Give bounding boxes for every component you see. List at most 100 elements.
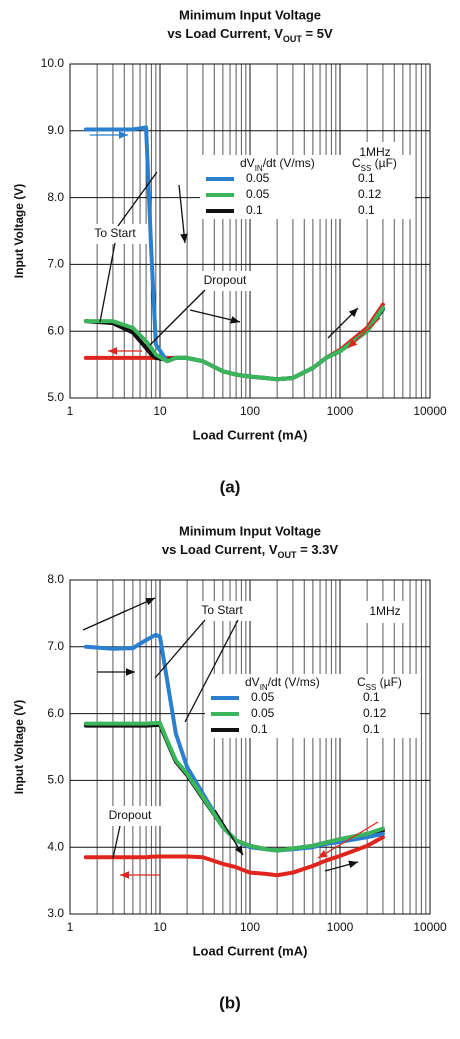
pointer xyxy=(149,289,206,346)
legend-header: dVIN/dt (V/ms) xyxy=(240,156,315,172)
chart-subtitle-part: = 3.3V xyxy=(297,542,339,557)
chart-subtitle-part: vs Load Current, V xyxy=(162,542,278,557)
chart-subtitle-part: = 5V xyxy=(302,26,333,41)
arrow xyxy=(82,597,156,631)
chart: Minimum Input Voltage vs Load Current, VO… xyxy=(12,7,447,496)
y-tick-label: 7.0 xyxy=(47,639,64,653)
legend-label: 0.1 xyxy=(363,722,380,736)
arrow xyxy=(189,309,241,324)
annotation: To Start xyxy=(201,603,243,617)
pointer xyxy=(112,825,121,859)
y-axis-label: Input Voltage (V) xyxy=(12,184,26,278)
legend-header: dVIN/dt (V/ms) xyxy=(245,675,320,691)
legend-label: 0.12 xyxy=(363,706,387,720)
legend-header-part: (µF) xyxy=(376,675,402,689)
pointer xyxy=(184,619,239,723)
y-tick-label: 4.0 xyxy=(47,839,64,853)
arrow xyxy=(214,809,244,856)
legend-header-part: dV xyxy=(245,675,260,689)
annotation-box xyxy=(83,224,147,244)
y-tick-label: 5.0 xyxy=(47,390,64,404)
annotation-box xyxy=(361,601,409,623)
legend-header-part: /dt (V/ms) xyxy=(263,156,315,170)
legend-label: 0.1 xyxy=(358,203,375,217)
x-tick-label: 100 xyxy=(240,404,260,418)
x-tick-label: 10 xyxy=(153,920,167,934)
chart-subtitle-part: vs Load Current, V xyxy=(167,26,283,41)
chart-subtitle-part: OUT xyxy=(283,34,303,44)
plot-frame xyxy=(69,579,431,915)
x-tick-label: 100 xyxy=(240,920,260,934)
x-axis-label: Load Current (mA) xyxy=(193,943,308,958)
chart-subtitle: vs Load Current, VOUT = 3.3V xyxy=(162,542,338,560)
legend-header-part: /dt (V/ms) xyxy=(268,675,320,689)
legend-header: CSS (µF) xyxy=(357,675,402,691)
series-line xyxy=(83,835,385,878)
annotation: 1MHz xyxy=(369,604,400,618)
y-tick-label: 6.0 xyxy=(47,323,64,337)
x-tick-label: 1000 xyxy=(327,404,354,418)
legend-label: 0.1 xyxy=(251,722,268,736)
pointer xyxy=(99,242,116,323)
legend-box xyxy=(205,674,420,738)
legend-header-part: (µF) xyxy=(371,156,397,170)
legend-header-part: C xyxy=(352,156,361,170)
x-tick-label: 10 xyxy=(153,404,167,418)
y-tick-label: 6.0 xyxy=(47,706,64,720)
legend-label: 0.05 xyxy=(251,706,275,720)
x-tick-label: 10000 xyxy=(413,404,447,418)
annotation: Dropout xyxy=(109,808,152,822)
annotation-box xyxy=(351,142,399,164)
legend-header-part: dV xyxy=(240,156,255,170)
arrow xyxy=(324,860,359,872)
panel-label: (a) xyxy=(220,477,241,496)
annotation: Dropout xyxy=(204,273,247,287)
legend-header-part: C xyxy=(357,675,366,689)
legend-label: 0.05 xyxy=(246,187,270,201)
arrow xyxy=(347,317,381,349)
x-tick-label: 1 xyxy=(67,404,74,418)
legend-header-part: SS xyxy=(366,683,377,692)
legend-label: 0.05 xyxy=(251,690,275,704)
legend-label: 0.12 xyxy=(358,187,382,201)
legend-header-part: IN xyxy=(255,164,263,173)
arrow xyxy=(317,821,379,859)
legend-label: 0.05 xyxy=(246,171,270,185)
annotation: 1MHz xyxy=(359,145,390,159)
y-tick-label: 8.0 xyxy=(47,572,64,586)
annotation-box xyxy=(98,806,162,826)
annotation-box xyxy=(193,271,257,291)
plot-frame xyxy=(69,63,431,399)
pointer xyxy=(117,171,158,227)
y-tick-label: 3.0 xyxy=(47,906,64,920)
x-tick-label: 1 xyxy=(67,920,74,934)
y-tick-label: 9.0 xyxy=(47,123,64,137)
arrows xyxy=(82,131,381,879)
series-line xyxy=(83,720,385,853)
arrow xyxy=(178,184,188,244)
y-tick-label: 10.0 xyxy=(41,56,65,70)
legend-label: 0.1 xyxy=(358,171,375,185)
annotation: To Start xyxy=(94,226,136,240)
y-tick-label: 8.0 xyxy=(47,190,64,204)
pointer xyxy=(154,619,206,679)
annotation-box xyxy=(190,601,254,621)
legend-header-part: SS xyxy=(361,164,372,173)
legend-header-part: IN xyxy=(260,683,268,692)
legend-box xyxy=(200,155,415,219)
chart-title: Minimum Input Voltage xyxy=(179,7,321,22)
chart-title: Minimum Input Voltage xyxy=(179,523,321,538)
legend-label: 0.1 xyxy=(363,690,380,704)
y-axis-label: Input Voltage (V) xyxy=(12,700,26,794)
legend-header: CSS (µF) xyxy=(352,156,397,172)
x-tick-label: 10000 xyxy=(413,920,447,934)
x-axis-label: Load Current (mA) xyxy=(193,427,308,442)
legend-label: 0.1 xyxy=(246,203,263,217)
arrow xyxy=(327,307,359,339)
x-tick-label: 1000 xyxy=(327,920,354,934)
chart-subtitle: vs Load Current, VOUT = 5V xyxy=(167,26,333,44)
chart: Minimum Input Voltage vs Load Current, VO… xyxy=(12,523,447,1012)
panel-label: (b) xyxy=(219,993,241,1012)
